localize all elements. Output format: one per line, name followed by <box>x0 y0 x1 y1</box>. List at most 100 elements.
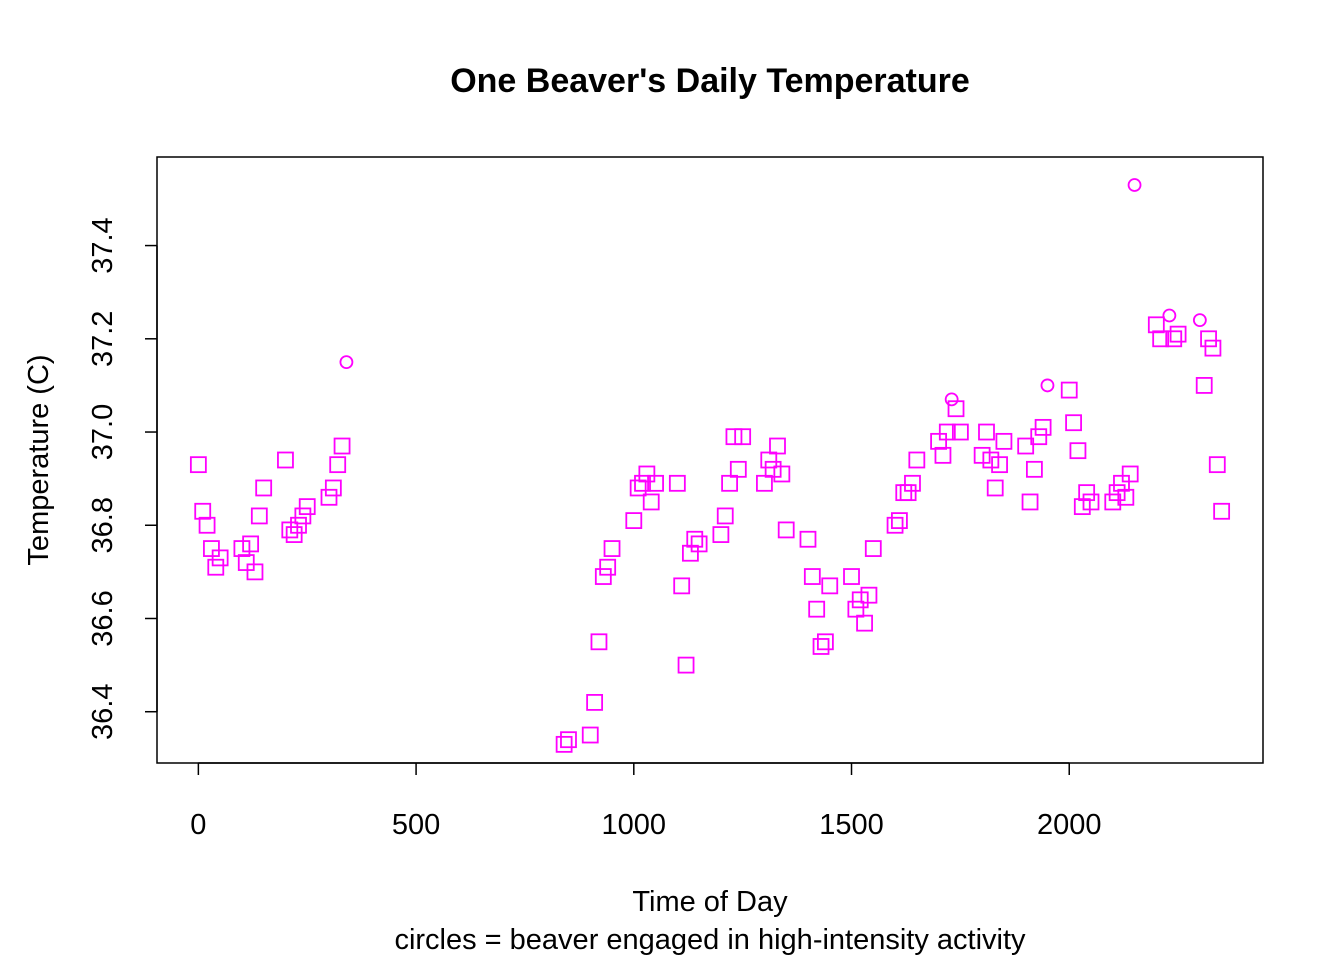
data-point-square <box>799 530 817 548</box>
data-point-square <box>1069 442 1087 460</box>
data-point-square <box>1104 493 1122 511</box>
data-point-square <box>246 563 264 581</box>
data-point-square <box>682 544 699 562</box>
data-point-square <box>1208 456 1226 474</box>
data-point-square <box>991 456 1008 474</box>
y-tick-label: 36.8 <box>87 497 119 553</box>
data-point-square <box>211 549 229 567</box>
data-point-square <box>899 484 917 502</box>
y-tick-label: 36.6 <box>87 590 119 646</box>
data-point-square <box>647 474 664 492</box>
data-point-square <box>203 540 220 557</box>
data-point-square <box>729 460 747 478</box>
data-point-square <box>242 535 260 553</box>
data-point-square <box>777 521 795 539</box>
data-point-square <box>1025 460 1043 478</box>
data-point-square <box>843 568 860 585</box>
x-tick-label: 500 <box>392 809 440 841</box>
data-point-square <box>995 432 1013 450</box>
y-tick-label: 37.0 <box>87 404 119 460</box>
y-axis-label: Temperature (C) <box>23 354 55 565</box>
data-point-square <box>642 493 660 511</box>
data-point-square <box>298 498 316 516</box>
data-point-square <box>938 423 956 441</box>
data-point-square <box>1078 484 1096 502</box>
data-point-square <box>290 516 307 534</box>
data-point-square <box>560 731 577 749</box>
data-point-square <box>1060 381 1078 399</box>
data-point-square <box>895 484 913 502</box>
data-point-circle <box>1040 378 1055 393</box>
data-point-square <box>333 437 351 455</box>
chart-subtitle: circles = beaver engaged in high-intensi… <box>394 924 1026 956</box>
data-point-circle <box>1127 178 1142 192</box>
data-point-square <box>1065 414 1082 432</box>
data-point-square <box>982 451 1000 469</box>
data-point-square <box>1152 330 1170 348</box>
data-point-square <box>812 638 830 655</box>
data-point-square <box>590 633 608 651</box>
data-point-square <box>599 558 617 576</box>
data-point-square <box>947 400 965 418</box>
data-point-square <box>904 474 921 492</box>
data-point-square <box>1108 484 1126 502</box>
data-point-square <box>1117 488 1135 506</box>
data-point-square <box>237 554 255 571</box>
data-point-square <box>194 502 212 520</box>
data-point-square <box>1195 377 1213 394</box>
data-point-square <box>773 465 791 483</box>
data-point-square <box>198 516 216 534</box>
x-axis-label: Time of Day <box>632 886 788 918</box>
data-point-square <box>1165 330 1183 348</box>
data-point-square <box>816 633 834 651</box>
data-point-square <box>250 507 268 525</box>
data-point-square <box>1082 493 1100 511</box>
data-point-square <box>233 540 251 557</box>
data-point-square <box>324 479 342 497</box>
data-point-square <box>320 488 338 506</box>
data-point-circle <box>339 355 354 370</box>
data-point-square <box>686 530 704 548</box>
data-point-square <box>891 512 908 529</box>
data-point-circle <box>944 392 959 407</box>
data-point-square <box>255 479 273 497</box>
data-point-square <box>189 456 207 474</box>
data-point-square <box>586 694 604 711</box>
data-point-square <box>860 586 878 604</box>
data-point-square <box>886 516 904 534</box>
data-point-square <box>1017 437 1035 455</box>
y-axis: 36.4 36.6 36.8 37.0 37.2 37.4 <box>87 217 158 740</box>
data-point-square <box>285 526 303 543</box>
data-point-square <box>677 656 695 674</box>
data-point-square <box>725 428 743 446</box>
data-point-square <box>1200 330 1217 348</box>
data-point-square <box>638 465 656 483</box>
data-point-square <box>803 568 821 585</box>
y-tick-label: 36.4 <box>87 683 119 739</box>
data-point-square <box>594 568 612 585</box>
x-tick-label: 1000 <box>602 809 667 841</box>
data-point-square <box>1021 493 1039 511</box>
data-point-square <box>973 446 991 464</box>
data-point-square <box>986 479 1004 497</box>
data-point-square <box>734 428 752 446</box>
data-point-square <box>625 512 643 529</box>
data-point-circle <box>1162 308 1177 323</box>
chart-title: One Beaver's Daily Temperature <box>450 62 970 100</box>
data-point-square <box>555 735 573 753</box>
data-point-square <box>294 507 312 525</box>
x-tick-label: 0 <box>190 809 206 841</box>
data-point-square <box>760 451 778 469</box>
data-point-square <box>978 423 995 441</box>
data-points <box>189 178 1231 753</box>
data-point-square <box>764 460 782 478</box>
data-point-square <box>712 526 730 543</box>
data-point-square <box>1034 418 1052 436</box>
data-point-square <box>1147 316 1165 334</box>
data-point-square <box>629 479 647 497</box>
data-point-square <box>634 474 651 492</box>
data-point-square <box>1204 339 1222 357</box>
data-point-square <box>281 521 299 539</box>
data-point-square <box>1121 465 1139 483</box>
